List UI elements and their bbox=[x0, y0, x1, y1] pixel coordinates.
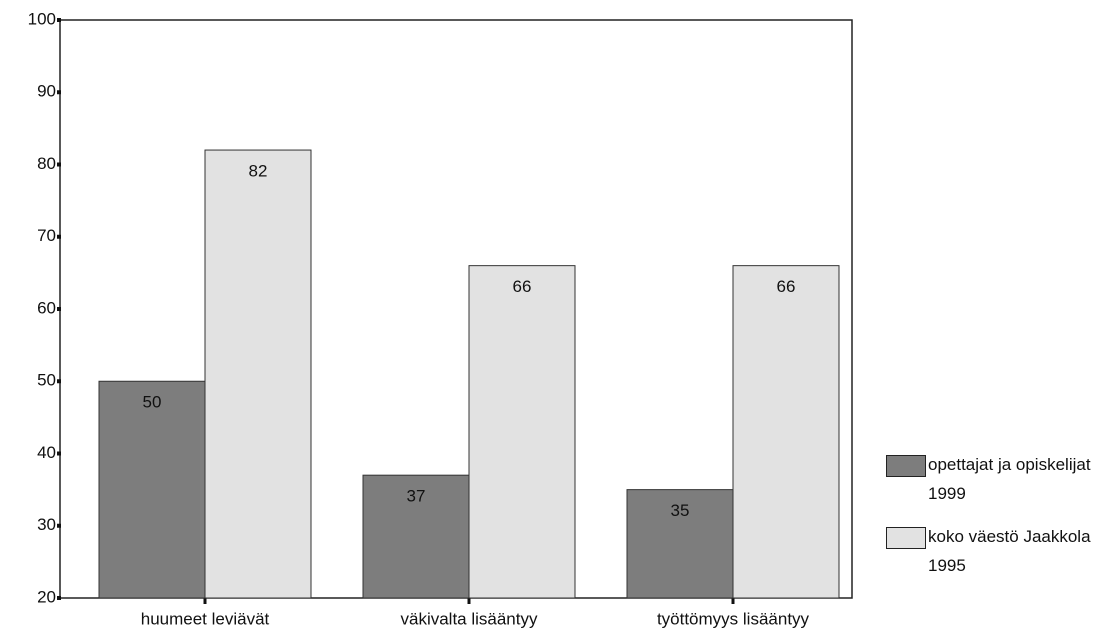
legend-item: opettajat ja opiskelijat 1999 bbox=[886, 450, 1091, 508]
x-tick-label: väkivalta lisääntyy bbox=[400, 609, 538, 628]
x-tick-label: huumeet leviävät bbox=[141, 609, 270, 628]
legend-swatch bbox=[886, 527, 926, 549]
y-tick-label: 60 bbox=[37, 298, 56, 317]
legend-label: koko väestö Jaakkola 1995 bbox=[928, 527, 1091, 575]
bar bbox=[204, 149, 312, 599]
y-tick-label: 100 bbox=[28, 9, 56, 28]
bar bbox=[468, 265, 576, 599]
y-tick-label: 50 bbox=[37, 371, 56, 390]
y-tick-label: 40 bbox=[37, 443, 56, 462]
data-label: 66 bbox=[777, 277, 796, 296]
data-label: 66 bbox=[513, 277, 532, 296]
y-tick-label: 30 bbox=[37, 515, 56, 534]
bar bbox=[732, 265, 840, 599]
y-tick-label: 80 bbox=[37, 154, 56, 173]
bar bbox=[98, 380, 206, 599]
data-label: 37 bbox=[407, 487, 426, 506]
x-tick-label: työttömyys lisääntyy bbox=[657, 609, 810, 628]
y-tick-label: 90 bbox=[37, 82, 56, 101]
bar bbox=[362, 474, 470, 599]
bar bbox=[626, 489, 734, 599]
data-label: 82 bbox=[249, 162, 268, 181]
data-label: 35 bbox=[671, 501, 690, 520]
legend-swatch bbox=[886, 455, 926, 477]
legend-label: opettajat ja opiskelijat 1999 bbox=[928, 455, 1091, 503]
legend-item: koko väestö Jaakkola 1995 bbox=[886, 522, 1091, 580]
y-tick-label: 20 bbox=[37, 587, 56, 606]
data-label: 50 bbox=[143, 393, 162, 412]
y-tick-label: 70 bbox=[37, 226, 56, 245]
